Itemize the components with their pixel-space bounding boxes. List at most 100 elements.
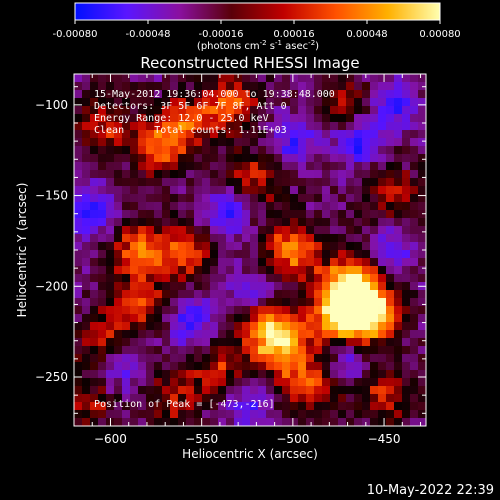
heatmap-cell [106, 402, 115, 411]
heatmap-cell [234, 114, 243, 123]
heatmap-cell [370, 402, 379, 411]
heatmap-cell [202, 98, 211, 107]
heatmap-cell [138, 74, 147, 83]
heatmap-cell [370, 162, 379, 171]
heatmap-cell [338, 178, 347, 187]
heatmap-cell [370, 274, 379, 283]
heatmap-cell [322, 378, 331, 387]
heatmap-cell [322, 210, 331, 219]
heatmap-cell [386, 314, 395, 323]
heatmap-cell [106, 330, 115, 339]
heatmap-cell [210, 338, 219, 347]
heatmap-cell [330, 194, 339, 203]
heatmap-cell [338, 106, 347, 115]
heatmap-cell [186, 90, 195, 99]
heatmap-cell [338, 154, 347, 163]
heatmap-cell [122, 290, 131, 299]
heatmap-cell [290, 74, 299, 83]
heatmap-cell [274, 154, 283, 163]
heatmap-cell [338, 146, 347, 155]
heatmap-cell [154, 402, 163, 411]
heatmap-cell [226, 362, 235, 371]
heatmap-cell [242, 242, 251, 251]
heatmap-cell [410, 330, 419, 339]
heatmap-cell [266, 178, 275, 187]
heatmap-cell [410, 362, 419, 371]
heatmap-cell [90, 202, 99, 211]
heatmap-cell [386, 194, 395, 203]
heatmap-cell [378, 162, 387, 171]
heatmap-cell [290, 370, 299, 379]
heatmap-cell [170, 162, 179, 171]
heatmap-cell [290, 154, 299, 163]
heatmap-cell [298, 266, 307, 275]
heatmap-cell [242, 154, 251, 163]
heatmap-cell [242, 106, 251, 115]
heatmap-cell [82, 210, 91, 219]
heatmap-cell [226, 346, 235, 355]
heatmap-cell [202, 354, 211, 363]
heatmap-cell [178, 186, 187, 195]
heatmap-cell [146, 138, 155, 147]
heatmap-cell [322, 386, 331, 395]
heatmap-cell [274, 114, 283, 123]
heatmap-cell [402, 122, 411, 131]
heatmap-cell [178, 194, 187, 203]
heatmap-cell [178, 418, 187, 426]
heatmap-cell [282, 282, 291, 291]
heatmap-cell [138, 322, 147, 331]
heatmap-cell [314, 274, 323, 283]
heatmap-cell [306, 234, 315, 243]
heatmap-cell [178, 106, 187, 115]
heatmap-cell [146, 362, 155, 371]
heatmap-cell [82, 194, 91, 203]
heatmap-cell [290, 394, 299, 403]
heatmap-cell [306, 354, 315, 363]
heatmap-cell [394, 306, 403, 315]
heatmap-cell [290, 282, 299, 291]
heatmap-cell [194, 410, 203, 419]
heatmap-cell [402, 386, 411, 395]
heatmap-cell [370, 202, 379, 211]
heatmap-cell [186, 178, 195, 187]
heatmap-cell [314, 226, 323, 235]
heatmap-cell [362, 122, 371, 131]
heatmap-cell [146, 90, 155, 99]
heatmap-cell [298, 242, 307, 251]
heatmap-cell [170, 82, 179, 91]
y-tick-label: −150 [35, 189, 68, 203]
heatmap-cell [162, 186, 171, 195]
heatmap-cell [370, 218, 379, 227]
heatmap-cell [258, 234, 267, 243]
heatmap-cell [394, 362, 403, 371]
heatmap-cell [306, 298, 315, 307]
heatmap-cell [402, 154, 411, 163]
heatmap-cell [418, 314, 426, 323]
heatmap-cell [386, 218, 395, 227]
heatmap-cell [354, 338, 363, 347]
heatmap-cell [122, 162, 131, 171]
heatmap-cell [306, 410, 315, 419]
heatmap-cell [130, 154, 139, 163]
heatmap-cell [354, 162, 363, 171]
heatmap-cell [178, 266, 187, 275]
heatmap-cell [314, 90, 323, 99]
heatmap-cell [370, 98, 379, 107]
heatmap-cell [162, 194, 171, 203]
heatmap-cell [106, 202, 115, 211]
heatmap-cell [170, 314, 179, 323]
heatmap-cell [122, 210, 131, 219]
heatmap-cell [394, 162, 403, 171]
heatmap-cell [74, 298, 83, 307]
heatmap-cell [298, 218, 307, 227]
heatmap-cell [186, 394, 195, 403]
heatmap-cell [298, 338, 307, 347]
heatmap-cell [114, 314, 123, 323]
heatmap-cell [114, 234, 123, 243]
heatmap-cell [106, 378, 115, 387]
heatmap-cell [290, 386, 299, 395]
heatmap-cell [306, 162, 315, 171]
heatmap-cell [338, 226, 347, 235]
heatmap-cell [114, 282, 123, 291]
heatmap-cell [210, 274, 219, 283]
